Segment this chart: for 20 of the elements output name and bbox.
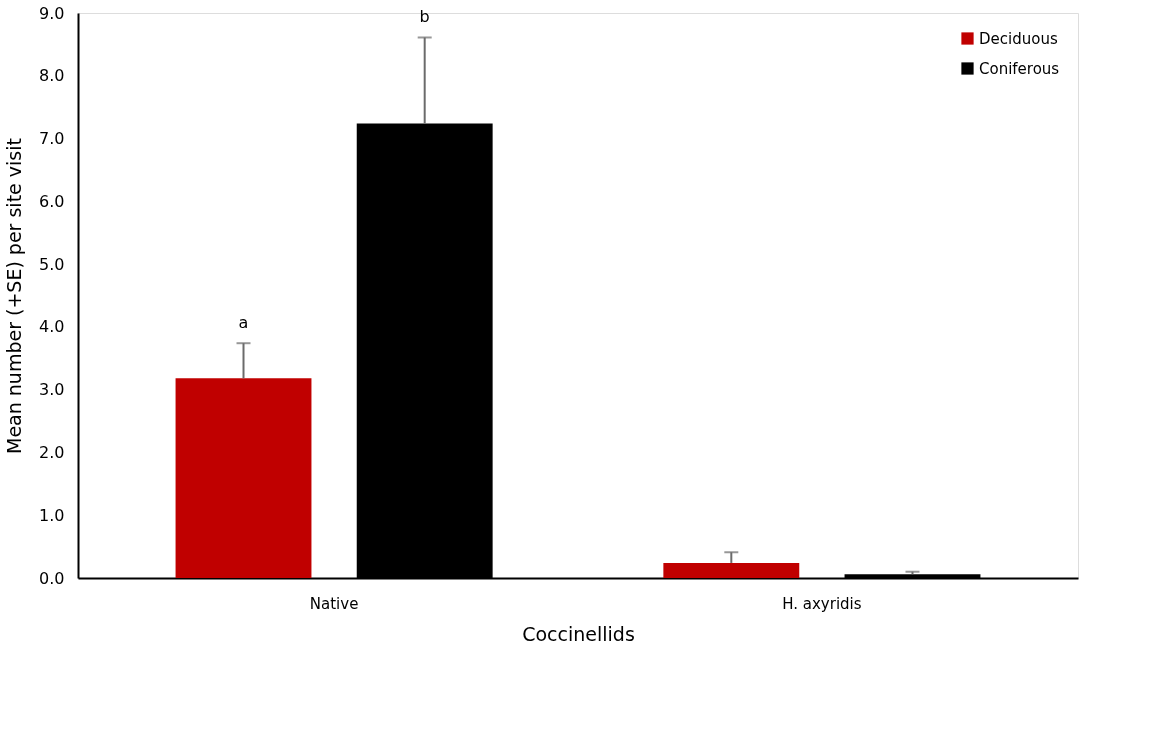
y-tick-label: 4.0 <box>39 317 65 337</box>
annotation: a <box>238 313 249 333</box>
y-tick-label: 0.0 <box>39 568 65 588</box>
y-tick-label: 3.0 <box>39 380 65 400</box>
y-axis-title: Mean number (+SE) per site visit <box>3 138 26 454</box>
y-tick-label: 2.0 <box>39 442 65 462</box>
y-tick-label: 6.0 <box>39 191 65 211</box>
y-tick-label: 7.0 <box>39 129 65 149</box>
x-axis-title: Coccinellids <box>522 622 635 645</box>
y-tick-label: 9.0 <box>39 3 65 23</box>
legend-label: Deciduous <box>979 29 1058 48</box>
x-tick-label: Native <box>309 594 359 613</box>
y-tick-label: 5.0 <box>39 254 65 274</box>
bar <box>175 378 312 578</box>
y-tick-label: 8.0 <box>39 66 65 86</box>
legend-label: Coniferous <box>979 59 1060 78</box>
x-tick-label: H. axyridis <box>782 594 862 613</box>
bar <box>663 562 800 578</box>
y-tick-label: 1.0 <box>39 505 65 525</box>
annotation: b <box>419 7 430 27</box>
